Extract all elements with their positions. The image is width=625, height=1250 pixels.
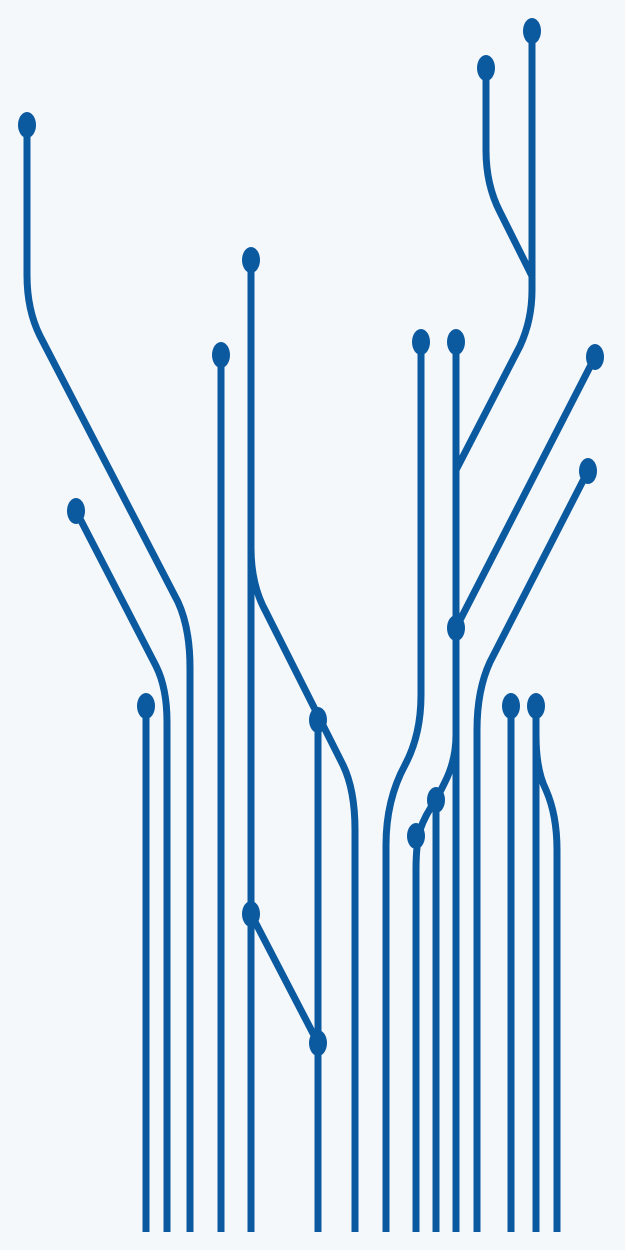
node-icon [523, 18, 541, 44]
node-icon [407, 823, 425, 849]
node-icon [412, 329, 430, 355]
trace-right-diagonal-a [452, 355, 599, 630]
node-icon [447, 615, 465, 641]
trace-right-center-a [382, 342, 425, 1232]
node-icon [212, 342, 230, 368]
node-icon [427, 787, 445, 813]
node-icon [67, 498, 85, 524]
node-icon [242, 901, 260, 927]
trace-cross-link [247, 912, 322, 1045]
node-icon [137, 693, 155, 719]
node-icon [502, 693, 520, 719]
node-icon [242, 247, 260, 273]
trace-left-diagonal [72, 509, 171, 1232]
trace-top-right-b [452, 31, 536, 472]
trace-right-pair-c [532, 734, 561, 1232]
node-icon [527, 693, 545, 719]
trace-top-right-a [482, 68, 536, 278]
trace-far-left [23, 125, 194, 1232]
node-icon [447, 329, 465, 355]
trace-small-branch-a [432, 734, 460, 1232]
node-icon [477, 55, 495, 81]
node-icon [586, 344, 604, 370]
node-icon [309, 707, 327, 733]
trace-center-branch [247, 547, 359, 1232]
trace-right-diagonal-b [473, 469, 592, 1232]
node-icon [579, 458, 597, 484]
node-icon [309, 1030, 327, 1056]
node-icon [18, 112, 36, 138]
